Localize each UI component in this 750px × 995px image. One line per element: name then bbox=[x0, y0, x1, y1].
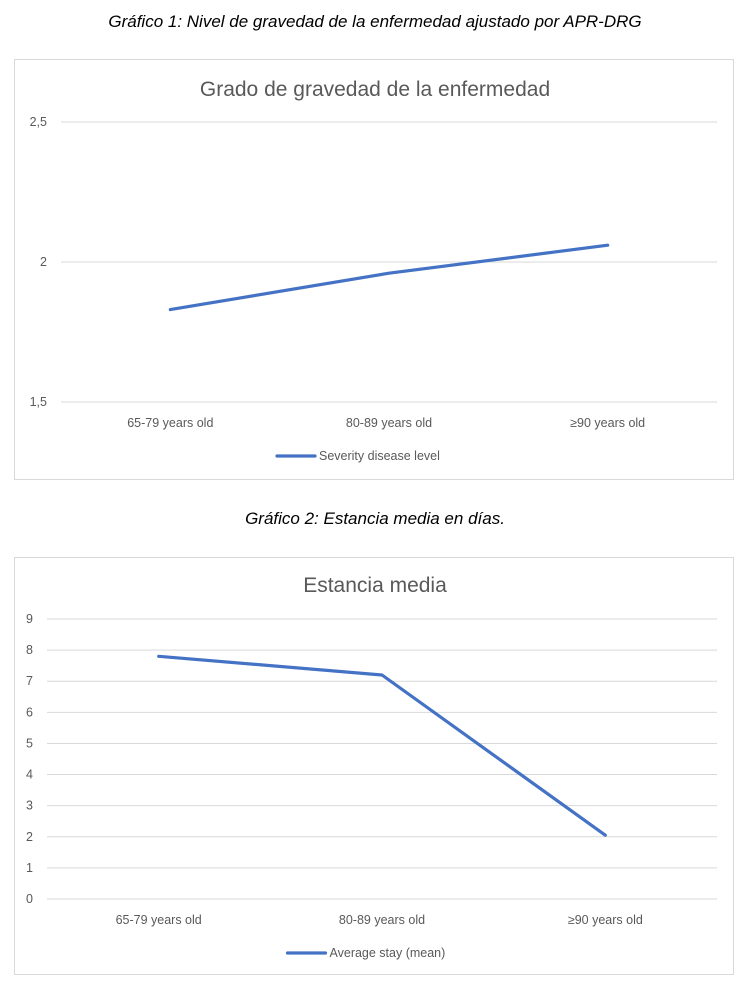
chart1-x-tick-label: 80-89 years old bbox=[346, 416, 432, 430]
chart2-y-tick-label: 8 bbox=[26, 643, 33, 657]
chart2-y-tick-label: 6 bbox=[26, 705, 33, 719]
chart1-y-tick-label: 2,5 bbox=[30, 115, 47, 129]
chart1-title: Grado de gravedad de la enfermedad bbox=[200, 78, 550, 101]
chart2-x-tick-label: 80-89 years old bbox=[339, 913, 425, 927]
chart2-y-tick-label: 4 bbox=[26, 768, 33, 782]
chart1-x-tick-label: 65-79 years old bbox=[127, 416, 213, 430]
chart1-y-tick-label: 2 bbox=[40, 255, 47, 269]
chart2-y-tick-label: 2 bbox=[26, 830, 33, 844]
chart1-container: Grado de gravedad de la enfermedad 1,5 2 2,… bbox=[14, 59, 734, 480]
chart2-y-tick-label: 1 bbox=[26, 861, 33, 875]
chart2-y-tick-label: 3 bbox=[26, 799, 33, 813]
chart1-legend-label: Severity disease level bbox=[319, 449, 440, 463]
chart2-container: Estancia media 0 1 2 3 4 5 6 7 8 9 65-79 years old 8… bbox=[14, 557, 734, 975]
chart2-y-tick-label: 5 bbox=[26, 736, 33, 750]
chart2-y-tick-label: 9 bbox=[26, 612, 33, 626]
chart2-series-line bbox=[157, 654, 607, 837]
chart2-y-tick-label: 7 bbox=[26, 674, 33, 688]
chart2-svg: Estancia media 0 1 2 3 4 5 6 7 8 9 65-79 years old 8… bbox=[26, 574, 717, 960]
chart1-svg: Grado de gravedad de la enfermedad 1,5 2 2,… bbox=[30, 78, 717, 463]
chart2-x-tick-label: 65-79 years old bbox=[116, 913, 202, 927]
chart1-series-line bbox=[168, 243, 610, 312]
chart1-y-tick-label: 1,5 bbox=[30, 395, 47, 409]
chart2-y-tick-label: 0 bbox=[26, 892, 33, 906]
chart2-legend-label: Average stay (mean) bbox=[330, 946, 446, 960]
chart1-x-tick-label: ≥90 years old bbox=[570, 416, 645, 430]
chart2-x-tick-label: ≥90 years old bbox=[568, 913, 643, 927]
chart2-caption: Gráfico 2: Estancia media en días. bbox=[245, 509, 505, 528]
chart1-caption: Gráfico 1: Nivel de gravedad de la enfer… bbox=[108, 12, 642, 31]
chart2-title: Estancia media bbox=[303, 574, 447, 597]
